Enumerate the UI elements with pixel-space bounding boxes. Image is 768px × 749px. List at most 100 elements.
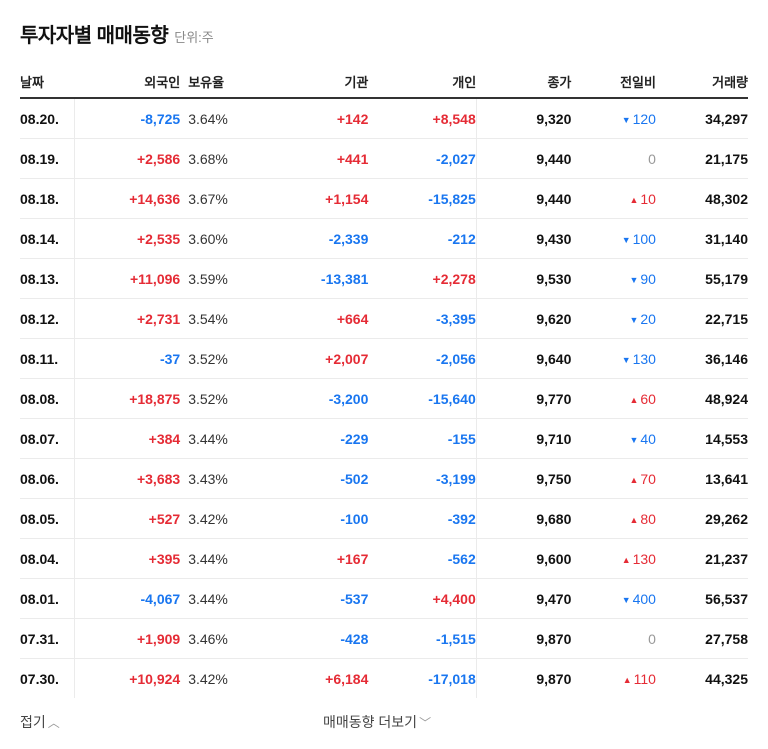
cell-institution: +167: [262, 538, 369, 579]
cell-close: 9,770: [476, 378, 572, 419]
cell-foreign: +2,731: [74, 298, 181, 339]
cell-change: 0: [571, 618, 656, 659]
cell-individual: +4,400: [368, 578, 477, 619]
unit-label: 단위:주: [174, 30, 214, 45]
cell-foreign: +10,924: [129, 670, 181, 687]
cell-change: ▼ 90: [571, 258, 656, 299]
cell-change: ▲ 70: [571, 458, 656, 499]
cell-date: 08.14.: [20, 218, 75, 259]
col-change: 전일비: [571, 66, 656, 99]
change-value: 100: [632, 230, 656, 247]
cell-change: ▲ 10: [571, 178, 656, 219]
cell-individual: -15,825: [368, 178, 477, 219]
cell-volume: 48,924: [655, 378, 748, 419]
cell-holding: 3.52%: [180, 338, 263, 379]
table-row: 08.12. +2,731 3.54% +664 -3,395 9,620 ▼ 20 22,71…: [20, 298, 748, 339]
cell-change: ▲ 60: [571, 378, 656, 419]
cell-volume: 48,302: [655, 178, 748, 219]
change-value: 0: [648, 150, 656, 167]
table-row: 08.13. +11,096 3.59% -13,381 +2,278 9,530 ▼ 90 5…: [20, 258, 748, 299]
change-value: 70: [640, 470, 656, 487]
cell-change: ▼ 100: [571, 218, 656, 259]
cell-individual: -392: [368, 498, 477, 539]
fold-label: 접기: [20, 714, 46, 730]
change-value: 0: [648, 630, 656, 647]
cell-foreign: +527: [74, 498, 181, 539]
cell-date: 07.31.: [20, 618, 75, 659]
cell-individual: -2,027: [368, 138, 477, 179]
cell-holding: 3.59%: [180, 258, 263, 299]
cell-close: 9,530: [476, 258, 572, 299]
cell-foreign: +14,636: [74, 178, 181, 219]
cell-date: 08.20.: [20, 98, 75, 139]
triangle-down-icon: ▼: [629, 434, 639, 445]
cell-date: 08.13.: [20, 258, 75, 299]
cell-institution: +2,007: [262, 338, 369, 379]
fold-button[interactable]: 접기 ︿: [20, 712, 60, 732]
table-row: 07.30. +10,924 3.42% +6,184 -17,018 9,870 ▲ 110…: [20, 658, 748, 698]
table-row: 08.14. +2,535 3.60% -2,339 -212 9,430 ▼ 100 31,1…: [20, 218, 748, 259]
cell-institution: -100: [262, 498, 369, 539]
table-body: 08.20. -8,725 3.64% +142 +8,548 9,320 ▼ 120 34,2…: [20, 98, 748, 698]
cell-institution: +1,154: [262, 178, 369, 219]
triangle-up-icon: ▲: [629, 394, 639, 405]
cell-individual: -155: [368, 418, 477, 459]
cell-change: ▲ 130: [571, 538, 656, 579]
table-header-row: 날짜 외국인 보유율 기관 개인 종가 전일비 거래량: [20, 66, 748, 99]
cell-volume: 31,140: [655, 218, 748, 259]
cell-foreign: +384: [74, 418, 181, 459]
change-value: 110: [633, 670, 656, 687]
change-value: 80: [640, 510, 656, 527]
triangle-up-icon: ▲: [629, 194, 639, 205]
cell-individual: -17,018: [368, 658, 477, 698]
change-value: 10: [640, 190, 656, 207]
triangle-down-icon: ▼: [621, 594, 631, 605]
cell-date: 08.01.: [20, 578, 75, 619]
cell-institution: +441: [262, 138, 369, 179]
cell-change: ▼ 120: [571, 98, 656, 139]
change-value: 40: [640, 430, 656, 447]
cell-holding: 3.54%: [180, 298, 263, 339]
cell-individual: -2,056: [368, 338, 477, 379]
cell-foreign: +395: [74, 538, 181, 579]
table-row: 08.07. +384 3.44% -229 -155 9,710 ▼ 40 14,553: [20, 418, 748, 459]
cell-close: 9,870: [476, 618, 572, 659]
cell-close: 9,430: [476, 218, 572, 259]
change-value: 20: [640, 310, 656, 327]
table-row: 08.08. +18,875 3.52% -3,200 -15,640 9,770 ▲ 60 4…: [20, 378, 748, 419]
cell-change: ▲ 80: [571, 498, 656, 539]
cell-holding: 3.44%: [180, 538, 263, 579]
cell-close: 9,320: [476, 98, 572, 139]
cell-close: 9,870: [536, 670, 572, 687]
change-value: 130: [632, 550, 656, 567]
triangle-down-icon: ▼: [629, 274, 639, 285]
cell-close: 9,620: [476, 298, 572, 339]
table-row: 08.05. +527 3.42% -100 -392 9,680 ▲ 80 29,262: [20, 498, 748, 539]
table-row: 08.19. +2,586 3.68% +441 -2,027 9,440 0 21,175: [20, 138, 748, 179]
cell-individual: -212: [368, 218, 477, 259]
cell-holding: 3.52%: [180, 378, 263, 419]
cell-volume: 21,175: [655, 138, 748, 179]
table-row: 08.11. -37 3.52% +2,007 -2,056 9,640 ▼ 130 36,14…: [20, 338, 748, 379]
cell-holding: 3.44%: [180, 418, 263, 459]
cell-close: 9,440: [476, 178, 572, 219]
triangle-down-icon: ▼: [621, 354, 631, 365]
cell-individual: -3,199: [368, 458, 477, 499]
cell-date: 08.08.: [20, 378, 75, 419]
cell-institution: -502: [262, 458, 369, 499]
more-trading-button[interactable]: 매매동향 더보기 ﹀: [323, 712, 431, 732]
cell-date: 08.06.: [20, 458, 75, 499]
cell-date: 08.11.: [20, 338, 75, 379]
cell-date: 08.04.: [20, 538, 75, 579]
cell-close: 9,680: [476, 498, 572, 539]
cell-change: ▼ 20: [571, 298, 656, 339]
cell-volume: 14,553: [655, 418, 748, 459]
cell-foreign: +11,096: [74, 258, 181, 299]
change-value: 120: [632, 110, 656, 127]
change-value: 400: [632, 590, 656, 607]
cell-individual: -1,515: [368, 618, 477, 659]
cell-close: 9,710: [476, 418, 572, 459]
cell-foreign: +2,535: [74, 218, 181, 259]
cell-change: ▼ 130: [571, 338, 656, 379]
cell-individual: +2,278: [368, 258, 477, 299]
